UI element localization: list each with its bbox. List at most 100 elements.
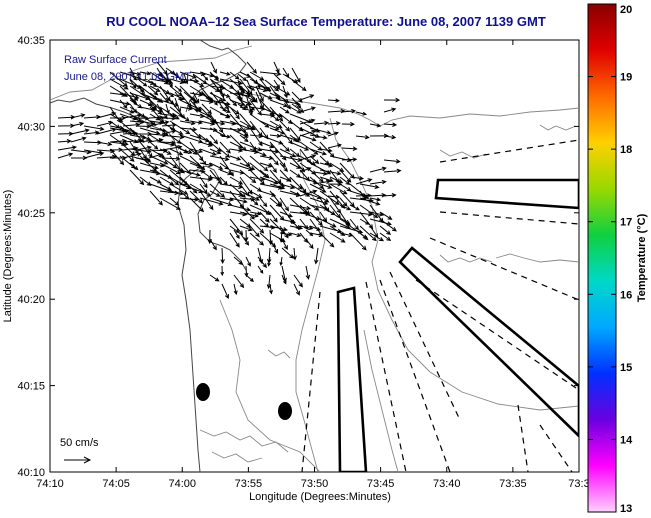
current-vector bbox=[233, 283, 238, 296]
current-vector bbox=[109, 148, 125, 166]
current-vector bbox=[179, 71, 197, 79]
current-vector bbox=[129, 79, 137, 89]
current-vector bbox=[219, 71, 231, 76]
current-vector bbox=[179, 148, 193, 154]
current-vector bbox=[269, 169, 282, 184]
current-vector bbox=[179, 162, 192, 175]
current-vector bbox=[139, 120, 156, 126]
current-vector bbox=[147, 85, 159, 96]
current-vector bbox=[210, 97, 218, 106]
radial-dashed-lines bbox=[301, 139, 579, 472]
current-vector bbox=[209, 155, 230, 162]
current-vector bbox=[305, 229, 314, 237]
current-vector bbox=[57, 152, 74, 159]
current-vector bbox=[281, 274, 287, 285]
current-vector bbox=[355, 111, 368, 116]
current-vector bbox=[129, 162, 139, 171]
current-vector bbox=[169, 127, 184, 135]
current-vector bbox=[219, 85, 225, 99]
current-vector bbox=[289, 204, 312, 211]
current-vector bbox=[139, 127, 161, 135]
current-vector bbox=[189, 190, 203, 204]
current-vector bbox=[329, 190, 346, 209]
current-vector bbox=[313, 179, 331, 185]
current-vector bbox=[70, 155, 88, 161]
current-vector bbox=[129, 155, 152, 163]
current-vector bbox=[239, 183, 250, 197]
current-vector bbox=[269, 162, 277, 174]
current-vector bbox=[220, 265, 225, 277]
current-vector bbox=[201, 73, 209, 81]
scale-arrow bbox=[64, 456, 92, 464]
current-vector bbox=[129, 71, 142, 76]
current-vector bbox=[199, 197, 224, 206]
current-vector bbox=[219, 134, 231, 139]
current-vector bbox=[159, 162, 181, 175]
current-vector bbox=[159, 169, 180, 186]
current-vector bbox=[255, 79, 261, 89]
current-vector bbox=[209, 190, 221, 197]
current-vector bbox=[83, 151, 105, 159]
current-vector bbox=[249, 211, 262, 216]
current-vector bbox=[119, 99, 128, 109]
current-vector bbox=[355, 134, 370, 140]
current-vector bbox=[259, 120, 280, 130]
current-vector bbox=[259, 176, 279, 185]
current-vector bbox=[169, 183, 189, 195]
current-vector bbox=[259, 204, 271, 216]
current-vector bbox=[299, 134, 317, 142]
current-vector bbox=[219, 127, 243, 133]
current-vector bbox=[210, 61, 217, 74]
current-vector bbox=[149, 176, 162, 184]
current-vector bbox=[189, 148, 204, 154]
current-vector bbox=[239, 204, 255, 220]
current-vector bbox=[309, 176, 325, 190]
current-vector bbox=[291, 79, 307, 92]
current-vector bbox=[319, 183, 333, 189]
current-vector bbox=[369, 123, 382, 128]
current-vector bbox=[83, 125, 105, 131]
current-vector bbox=[341, 157, 358, 162]
y-tick-label: 40:20 bbox=[17, 294, 45, 306]
current-vector bbox=[174, 85, 183, 92]
current-vector bbox=[309, 141, 323, 151]
current-vector bbox=[299, 197, 320, 211]
y-axis-ticks: 40:35 40:30 40:25 40:20 40:15 40:10 bbox=[17, 35, 579, 479]
current-vector bbox=[269, 283, 273, 295]
current-vector bbox=[159, 183, 172, 191]
current-vector bbox=[147, 103, 163, 115]
current-vector bbox=[165, 91, 175, 98]
current-vector bbox=[289, 134, 301, 143]
current-vector bbox=[129, 91, 139, 101]
sector-polygon-south bbox=[336, 286, 368, 472]
current-vector bbox=[249, 225, 260, 238]
current-vector bbox=[369, 193, 387, 198]
current-vector bbox=[269, 99, 289, 108]
current-vector bbox=[379, 211, 393, 220]
current-vector bbox=[229, 176, 244, 185]
current-vector bbox=[135, 124, 152, 129]
current-vector bbox=[179, 197, 200, 202]
x-tick-label: 74:05 bbox=[102, 478, 130, 490]
current-vector bbox=[209, 238, 217, 251]
current-vector bbox=[383, 107, 397, 113]
current-vector bbox=[309, 183, 327, 193]
current-vector bbox=[383, 122, 398, 127]
current-vector bbox=[369, 232, 385, 242]
current-vector bbox=[269, 197, 281, 208]
current-vector bbox=[309, 127, 332, 135]
current-vector bbox=[259, 85, 271, 91]
current-vector bbox=[255, 85, 264, 102]
current-vector bbox=[299, 129, 317, 137]
current-vector bbox=[282, 97, 291, 110]
current-vector bbox=[96, 141, 113, 147]
current-vector bbox=[273, 61, 280, 74]
colorbar-tick-label: 14 bbox=[620, 434, 633, 446]
current-vector bbox=[289, 190, 301, 196]
current-vector bbox=[289, 155, 306, 173]
current-vector bbox=[379, 232, 392, 242]
colorbar-tick-label: 17 bbox=[620, 217, 632, 229]
current-vector bbox=[329, 183, 348, 195]
current-vector bbox=[139, 148, 147, 160]
current-vector bbox=[244, 229, 249, 242]
